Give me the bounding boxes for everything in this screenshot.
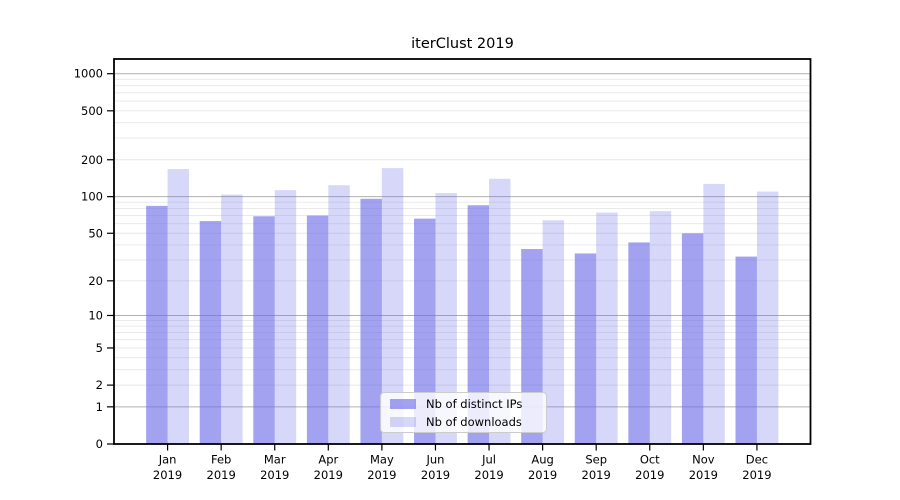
legend-row-distinct-ips: Nb of distinct IPs <box>390 397 546 411</box>
bar-downloads-4 <box>381 168 404 444</box>
y-tick-label: 20 <box>88 274 103 288</box>
x-tick-label: 2019 <box>474 468 503 482</box>
bar-distinct-ips-0 <box>146 205 168 444</box>
x-tick-label: Aug <box>531 453 553 467</box>
x-tick-label: 2019 <box>528 468 557 482</box>
bar-distinct-ips-9 <box>628 242 650 444</box>
legend-swatch-distinct-ips <box>390 398 416 409</box>
bar-distinct-ips-8 <box>574 253 597 444</box>
legend-label-distinct-ips: Nb of distinct IPs <box>426 396 523 411</box>
x-tick-label: 2019 <box>742 468 771 482</box>
x-tick-label: Feb <box>211 453 231 467</box>
bar-distinct-ips-6 <box>467 205 490 444</box>
y-tick-label: 50 <box>88 226 103 240</box>
bar-downloads-9 <box>649 211 672 444</box>
bar-distinct-ips-4 <box>360 198 382 444</box>
bar-downloads-5 <box>435 193 457 444</box>
x-tick-label: Sep <box>585 453 607 467</box>
bar-downloads-2 <box>274 190 297 444</box>
bar-downloads-0 <box>167 169 190 445</box>
legend-label-downloads: Nb of downloads <box>426 414 522 429</box>
bar-distinct-ips-11 <box>735 256 757 444</box>
y-tick-label: 100 <box>81 190 103 204</box>
y-tick-label: 1000 <box>74 67 103 81</box>
bar-distinct-ips-2 <box>253 216 275 444</box>
x-tick-label: 2019 <box>207 468 236 482</box>
x-tick-label: 2019 <box>367 468 396 482</box>
legend-swatch-downloads <box>390 416 416 427</box>
bar-downloads-1 <box>221 194 243 444</box>
x-tick-label: Dec <box>746 453 768 467</box>
x-tick-label: 2019 <box>153 468 182 482</box>
bar-distinct-ips-10 <box>681 233 704 444</box>
x-tick-label: 2019 <box>421 468 450 482</box>
y-tick-label: 500 <box>81 104 103 118</box>
bar-downloads-7 <box>542 220 565 444</box>
bar-downloads-3 <box>328 185 350 444</box>
legend: Nb of distinct IPs Nb of downloads <box>380 392 547 433</box>
y-tick-label: 200 <box>81 153 103 167</box>
x-tick-label: Mar <box>264 453 286 467</box>
x-tick-label: 2019 <box>314 468 343 482</box>
bar-downloads-11 <box>756 191 779 444</box>
x-tick-label: Oct <box>640 453 660 467</box>
x-tick-label: Nov <box>692 453 715 467</box>
plot-border <box>113 58 812 445</box>
x-tick-label: Jun <box>425 453 444 467</box>
bar-downloads-10 <box>703 183 725 444</box>
y-tick-label: 5 <box>96 341 103 355</box>
x-tick-label: 2019 <box>260 468 289 482</box>
y-tick-label: 10 <box>88 308 103 322</box>
y-tick-label: 1 <box>96 400 103 414</box>
x-tick-label: Jan <box>158 453 177 467</box>
x-tick-label: May <box>370 453 394 467</box>
bar-downloads-6 <box>489 178 511 444</box>
x-tick-label: 2019 <box>689 468 718 482</box>
y-tick-label: 0 <box>96 437 103 451</box>
x-tick-label: Apr <box>318 453 338 467</box>
bar-distinct-ips-3 <box>306 215 329 444</box>
x-tick-label: 2019 <box>582 468 611 482</box>
chart-title: iterClust 2019 <box>411 36 514 52</box>
bar-downloads-8 <box>596 212 618 444</box>
x-tick-label: 2019 <box>635 468 664 482</box>
bar-distinct-ips-1 <box>199 221 222 444</box>
legend-row-downloads: Nb of downloads <box>390 415 546 429</box>
x-tick-label: Jul <box>481 453 496 467</box>
y-tick-label: 2 <box>96 378 103 392</box>
bar-distinct-ips-5 <box>414 218 436 444</box>
